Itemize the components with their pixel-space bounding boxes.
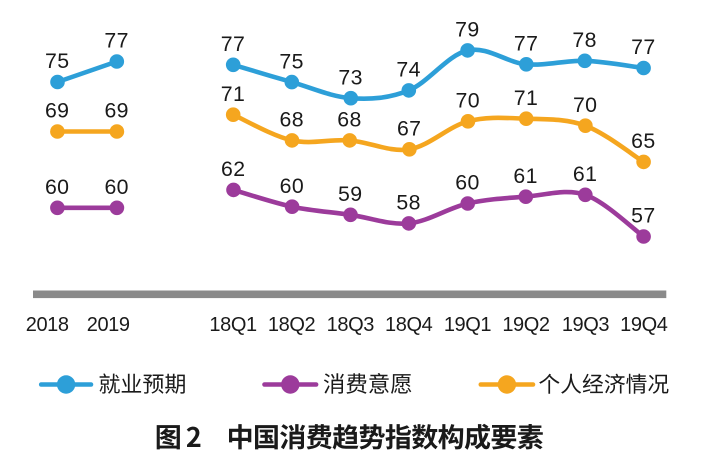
svg-text:62: 62 <box>221 157 246 181</box>
svg-text:69: 69 <box>45 99 70 123</box>
svg-text:19Q2: 19Q2 <box>502 314 550 336</box>
svg-text:60: 60 <box>45 175 70 199</box>
svg-text:77: 77 <box>221 32 246 56</box>
svg-text:69: 69 <box>104 99 129 123</box>
svg-text:61: 61 <box>513 164 538 188</box>
svg-text:65: 65 <box>631 129 656 153</box>
svg-text:59: 59 <box>338 182 363 206</box>
svg-text:71: 71 <box>514 86 539 110</box>
svg-text:67: 67 <box>397 117 422 141</box>
svg-text:68: 68 <box>337 108 362 132</box>
svg-text:79: 79 <box>455 18 480 42</box>
svg-text:61: 61 <box>573 162 598 186</box>
svg-text:75: 75 <box>45 49 70 73</box>
svg-text:2019: 2019 <box>87 314 130 336</box>
svg-text:77: 77 <box>104 29 129 53</box>
svg-text:68: 68 <box>280 108 305 132</box>
svg-text:74: 74 <box>396 58 421 82</box>
svg-text:60: 60 <box>104 175 129 199</box>
svg-text:77: 77 <box>514 32 539 56</box>
svg-text:77: 77 <box>631 35 656 59</box>
svg-text:58: 58 <box>396 191 421 215</box>
svg-text:18Q3: 18Q3 <box>327 314 375 336</box>
svg-text:57: 57 <box>631 204 656 228</box>
svg-text:75: 75 <box>279 49 304 73</box>
svg-text:19Q4: 19Q4 <box>620 314 668 336</box>
svg-text:60: 60 <box>280 174 305 198</box>
svg-text:70: 70 <box>573 93 598 117</box>
svg-text:19Q1: 19Q1 <box>444 314 492 336</box>
svg-text:18Q1: 18Q1 <box>209 314 257 336</box>
svg-text:18Q4: 18Q4 <box>385 314 433 336</box>
svg-text:73: 73 <box>338 65 363 89</box>
svg-text:19Q3: 19Q3 <box>562 314 610 336</box>
svg-text:60: 60 <box>455 171 480 195</box>
svg-text:78: 78 <box>572 28 597 52</box>
svg-text:18Q2: 18Q2 <box>268 314 316 336</box>
svg-text:70: 70 <box>456 89 481 113</box>
svg-text:71: 71 <box>221 82 246 106</box>
svg-text:2018: 2018 <box>26 314 69 336</box>
